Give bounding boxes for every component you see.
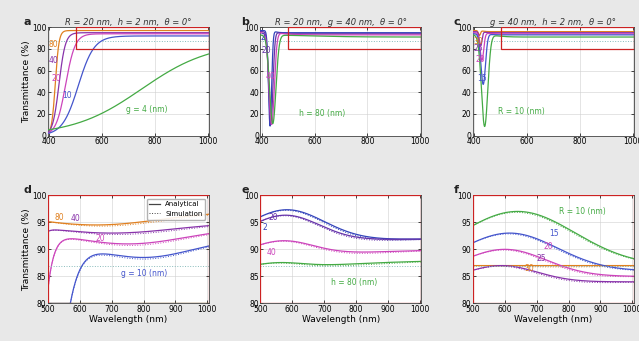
Bar [75, 27, 209, 49]
Y-axis label: Transmittance (%): Transmittance (%) [22, 40, 31, 123]
Bar [500, 27, 634, 49]
Text: 20: 20 [261, 46, 271, 55]
Text: e: e [241, 185, 249, 195]
Text: R = 10 (nm): R = 10 (nm) [498, 107, 544, 116]
Text: 10: 10 [63, 91, 72, 100]
Text: 80: 80 [48, 40, 58, 49]
Text: 20: 20 [268, 212, 278, 222]
Text: R = 10 (nm): R = 10 (nm) [559, 207, 606, 216]
Text: 2: 2 [261, 33, 265, 42]
Text: a: a [24, 17, 31, 27]
Legend: Analytical, Simulation: Analytical, Simulation [146, 199, 205, 220]
Text: 80: 80 [54, 212, 64, 222]
Text: g = 10 (nm): g = 10 (nm) [121, 269, 167, 278]
Text: c: c [454, 17, 460, 27]
Text: 2: 2 [262, 223, 266, 232]
Text: f: f [454, 185, 459, 195]
X-axis label: Wavelength (nm): Wavelength (nm) [89, 315, 167, 324]
Title: g = 40 nm,  h = 2 nm,  θ = 0°: g = 40 nm, h = 2 nm, θ = 0° [490, 17, 617, 27]
Text: 40: 40 [70, 214, 80, 223]
Text: g = 4 (nm): g = 4 (nm) [126, 105, 167, 114]
Text: 20: 20 [52, 74, 61, 84]
Text: 25: 25 [474, 44, 484, 53]
Y-axis label: Transmittance (%): Transmittance (%) [22, 208, 31, 291]
Bar [288, 27, 421, 49]
Text: 20: 20 [96, 234, 105, 243]
Text: b: b [241, 17, 249, 27]
Text: 15: 15 [477, 74, 486, 84]
Text: 40: 40 [266, 72, 275, 81]
Text: 15: 15 [550, 229, 559, 238]
Text: 40: 40 [267, 248, 277, 257]
Text: 20: 20 [475, 55, 484, 64]
Title: R = 20 nm,  g = 40 nm,  θ = 0°: R = 20 nm, g = 40 nm, θ = 0° [275, 17, 407, 27]
Text: 30: 30 [524, 264, 534, 273]
Title: R = 20 nm,  h = 2 nm,  θ = 0°: R = 20 nm, h = 2 nm, θ = 0° [65, 17, 192, 27]
Text: 30: 30 [473, 36, 483, 46]
Text: 40: 40 [49, 56, 58, 65]
X-axis label: Wavelength (nm): Wavelength (nm) [302, 315, 380, 324]
Text: h = 80 (nm): h = 80 (nm) [298, 109, 345, 118]
Text: 20: 20 [543, 242, 553, 251]
X-axis label: Wavelength (nm): Wavelength (nm) [514, 315, 592, 324]
Text: 25: 25 [537, 254, 546, 263]
Text: h = 80 (nm): h = 80 (nm) [330, 278, 377, 286]
Text: d: d [24, 185, 32, 195]
